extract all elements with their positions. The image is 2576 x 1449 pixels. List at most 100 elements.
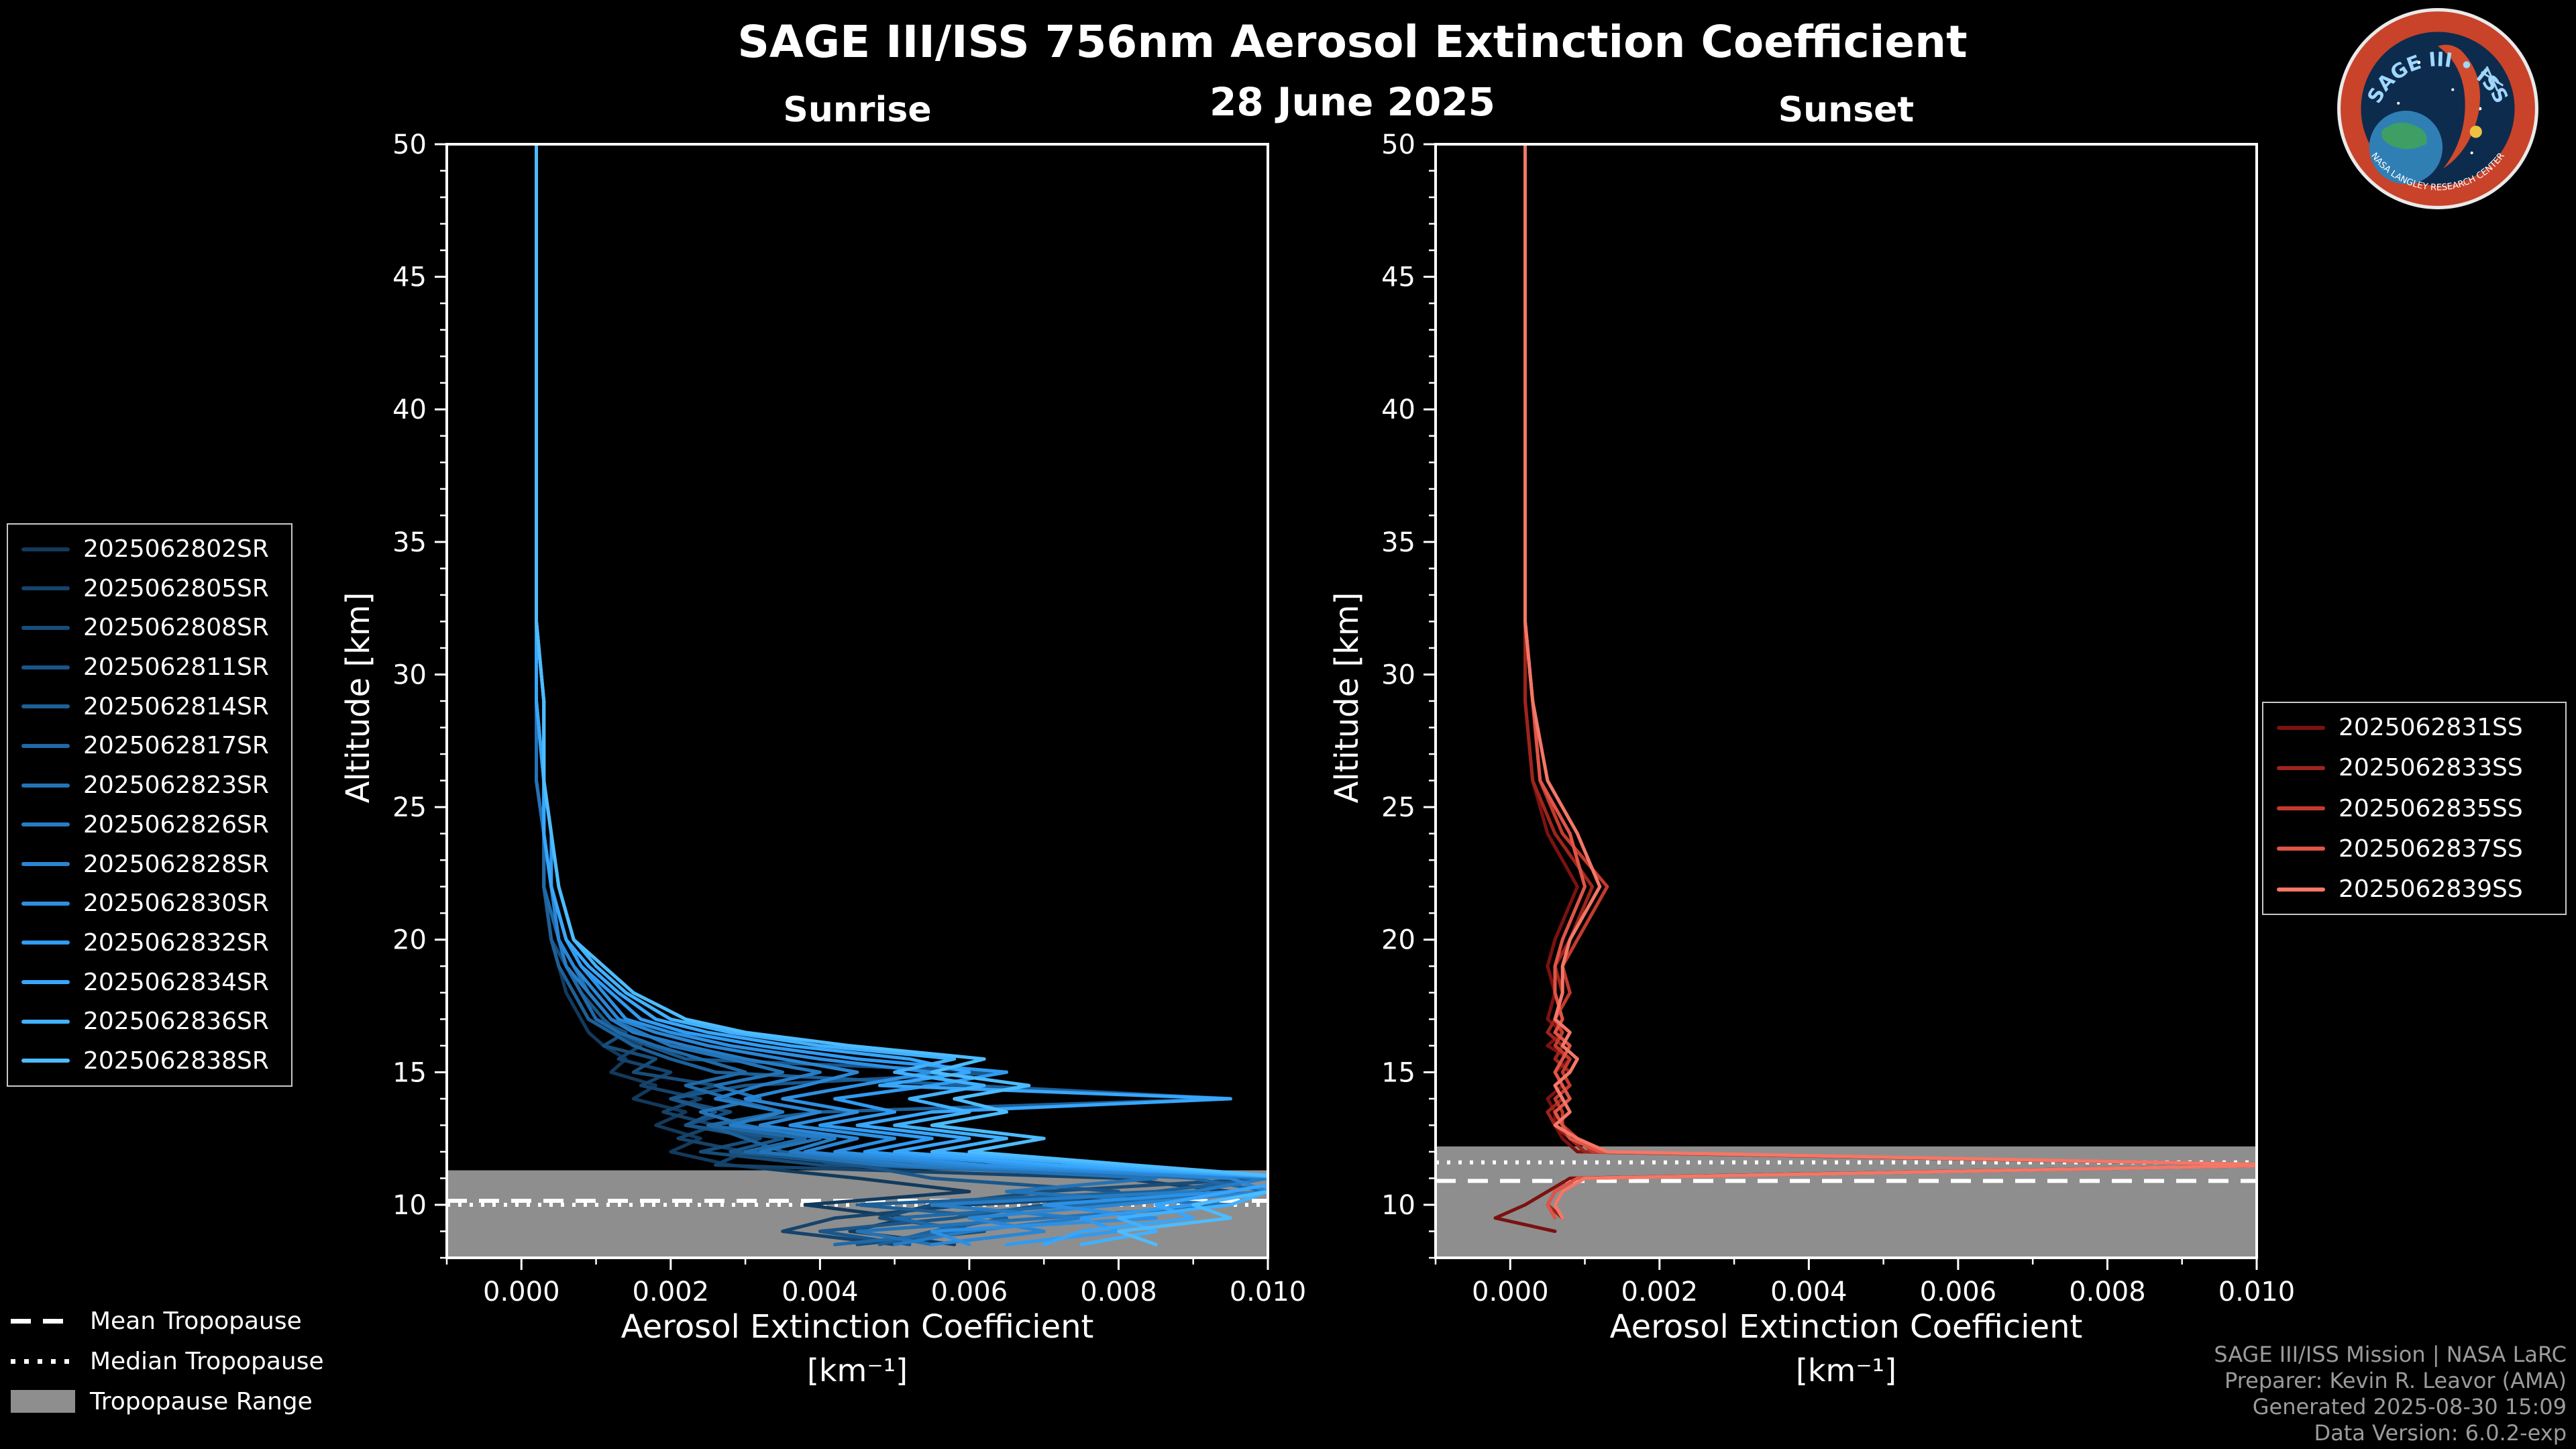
credit-line-version: Data Version: 6.0.2-exp <box>2314 1420 2567 1446</box>
y-tick-label: 20 <box>1381 925 1415 956</box>
y-tick-label: 35 <box>1381 527 1415 558</box>
y-tick-label: 30 <box>1381 659 1415 690</box>
x-tick-label: 0.006 <box>1920 1277 1997 1307</box>
sunrise-axis-ticks: 0.000 0.002 0.004 0.006 0.008 0.010 10 15 20 25 30… <box>392 129 1306 1307</box>
logo-iss-sketch <box>2481 66 2504 92</box>
profile-line-2025062817SR <box>535 144 1268 1246</box>
mean-tropopause-label: Mean Tropopause <box>90 1307 302 1335</box>
profile-line-2025062808SR <box>535 144 1268 1246</box>
dotted-line-icon <box>11 1358 75 1364</box>
y-tick-label: 10 <box>1381 1190 1415 1221</box>
sunrise-y-axis-label: Altitude [km] <box>339 592 377 804</box>
legend-entry-label: 2025062811SR <box>83 653 269 682</box>
figure-title: SAGE III/ISS 756nm Aerosol Extinction Co… <box>737 16 1968 68</box>
profile-line-2025062828SR <box>535 144 1268 1246</box>
sunrise-subplot-title: Sunrise <box>783 90 932 130</box>
legend-entry-label: 2025062817SR <box>83 732 269 760</box>
tropopause-range-legend-entry: Tropopause Range <box>11 1387 324 1415</box>
credits: SAGE III/ISS Mission | NASA LaRC Prepare… <box>2214 1342 2567 1446</box>
legend-entry: 2025062833SS <box>2277 754 2552 782</box>
legend-line-swatch <box>21 547 70 551</box>
plot-frame <box>445 143 1269 1259</box>
credit-line-generated: Generated 2025-08-30 15:09 <box>2252 1394 2567 1419</box>
sunset-plot-area <box>1436 144 2257 1258</box>
legend-entry-label: 2025062837SS <box>2339 835 2523 863</box>
legend-line-swatch <box>2277 887 2325 892</box>
legend-entry: 2025062817SR <box>21 732 278 759</box>
y-tick-label: 15 <box>1381 1057 1415 1088</box>
legend-entry-label: 2025062808SR <box>83 614 269 642</box>
legend-entry-label: 2025062835SS <box>2339 794 2523 822</box>
legend-line-swatch <box>21 980 70 985</box>
logo-figure <box>2438 44 2481 169</box>
sunset-x-axis-label: Aerosol Extinction Coefficient [km⁻¹] <box>1377 1308 2316 1389</box>
legend-line-swatch <box>21 862 70 866</box>
legend-entry: 2025062823SR <box>21 771 278 799</box>
legend-entry: 2025062839SS <box>2277 875 2552 903</box>
legend-line-swatch <box>21 586 70 591</box>
sunset-legend: 2025062831SS 2025062833SS 2025062835SS 2025… <box>2262 702 2567 915</box>
y-tick-label: 30 <box>392 659 427 690</box>
legend-entry-label: 2025062832SR <box>83 928 269 957</box>
legend-entry: 2025062814SR <box>21 693 278 720</box>
legend-entry: 2025062835SS <box>2277 795 2552 822</box>
sunrise-x-axis-label-text: Aerosol Extinction Coefficient <box>621 1308 1094 1346</box>
legend-entry-label: 2025062823SR <box>83 771 269 800</box>
sunrise-x-axis-label: Aerosol Extinction Coefficient [km⁻¹] <box>388 1308 1327 1389</box>
legend-line-swatch <box>2277 806 2325 810</box>
legend-entry-label: 2025062838SR <box>83 1046 269 1075</box>
legend-line-swatch <box>21 901 70 906</box>
x-tick-label: 0.002 <box>1621 1277 1699 1307</box>
y-tick-label: 45 <box>1381 262 1415 293</box>
tropopause-range-label: Tropopause Range <box>90 1387 313 1415</box>
legend-entry: 2025062811SR <box>21 653 278 681</box>
legend-entry-label: 2025062814SR <box>83 692 269 720</box>
legend-entry-label: 2025062830SR <box>83 890 269 918</box>
legend-entry: 2025062828SR <box>21 851 278 878</box>
sunset-y-axis-label: Altitude [km] <box>1328 592 1366 804</box>
sunset-x-axis-unit: [km⁻¹] <box>1795 1352 1897 1389</box>
sunrise-x-axis-unit: [km⁻¹] <box>806 1352 908 1389</box>
legend-entry: 2025062836SR <box>21 1008 278 1035</box>
x-tick-label: 0.010 <box>1230 1277 1307 1307</box>
legend-line-swatch <box>2277 765 2325 770</box>
profile-line-2025062838SR <box>535 144 1268 1246</box>
y-tick-label: 25 <box>392 792 427 823</box>
tropopause-range-swatch <box>11 1390 75 1413</box>
sunset-axis-ticks: 0.000 0.002 0.004 0.006 0.008 0.010 10 15 20 25 30… <box>1381 129 2295 1307</box>
dashed-line-icon <box>11 1318 75 1324</box>
profile-line-2025062835SS <box>1523 144 2257 1207</box>
legend-entry: 2025062834SR <box>21 969 278 996</box>
legend-line-swatch <box>2277 725 2325 730</box>
credit-line-preparer: Preparer: Kevin R. Leavor (AMA) <box>2224 1368 2567 1393</box>
legend-entry: 2025062805SR <box>21 575 278 602</box>
legend-entry: 2025062826SR <box>21 811 278 839</box>
profile-line-2025062839SS <box>1523 144 2257 1220</box>
legend-entry-label: 2025062802SR <box>83 535 269 563</box>
tropopause-range-band <box>1436 1146 2257 1258</box>
y-tick-label: 25 <box>1381 792 1415 823</box>
x-tick-label: 0.004 <box>1770 1277 1847 1307</box>
logo-sun <box>2469 125 2482 138</box>
y-tick-label: 10 <box>392 1190 427 1221</box>
x-tick-label: 0.010 <box>2218 1277 2296 1307</box>
legend-line-swatch <box>21 941 70 945</box>
sunrise-plot-area <box>447 144 1268 1258</box>
profile-line-2025062833SS <box>1523 144 2257 1220</box>
legend-entry-label: 2025062831SS <box>2339 714 2523 741</box>
logo-earth-land <box>2381 122 2427 150</box>
legend-entry-label: 2025062826SR <box>83 810 269 839</box>
median-tropopause-legend-entry: Median Tropopause <box>11 1347 324 1375</box>
profile-line-2025062831SS <box>1493 144 2257 1233</box>
sunrise-legend: 2025062802SR 2025062805SR 2025062808SR 2025… <box>7 523 292 1087</box>
legend-entry-label: 2025062839SS <box>2339 875 2523 903</box>
x-tick-label: 0.000 <box>1472 1277 1549 1307</box>
legend-entry-label: 2025062833SS <box>2339 754 2523 782</box>
y-tick-label: 50 <box>1381 129 1415 160</box>
legend-entry: 2025062808SR <box>21 614 278 641</box>
legend-entry: 2025062802SR <box>21 535 278 563</box>
legend-entry: 2025062832SR <box>21 929 278 957</box>
legend-line-swatch <box>21 665 70 669</box>
y-tick-label: 50 <box>392 129 427 160</box>
profile-line-2025062826SR <box>535 144 1268 1246</box>
